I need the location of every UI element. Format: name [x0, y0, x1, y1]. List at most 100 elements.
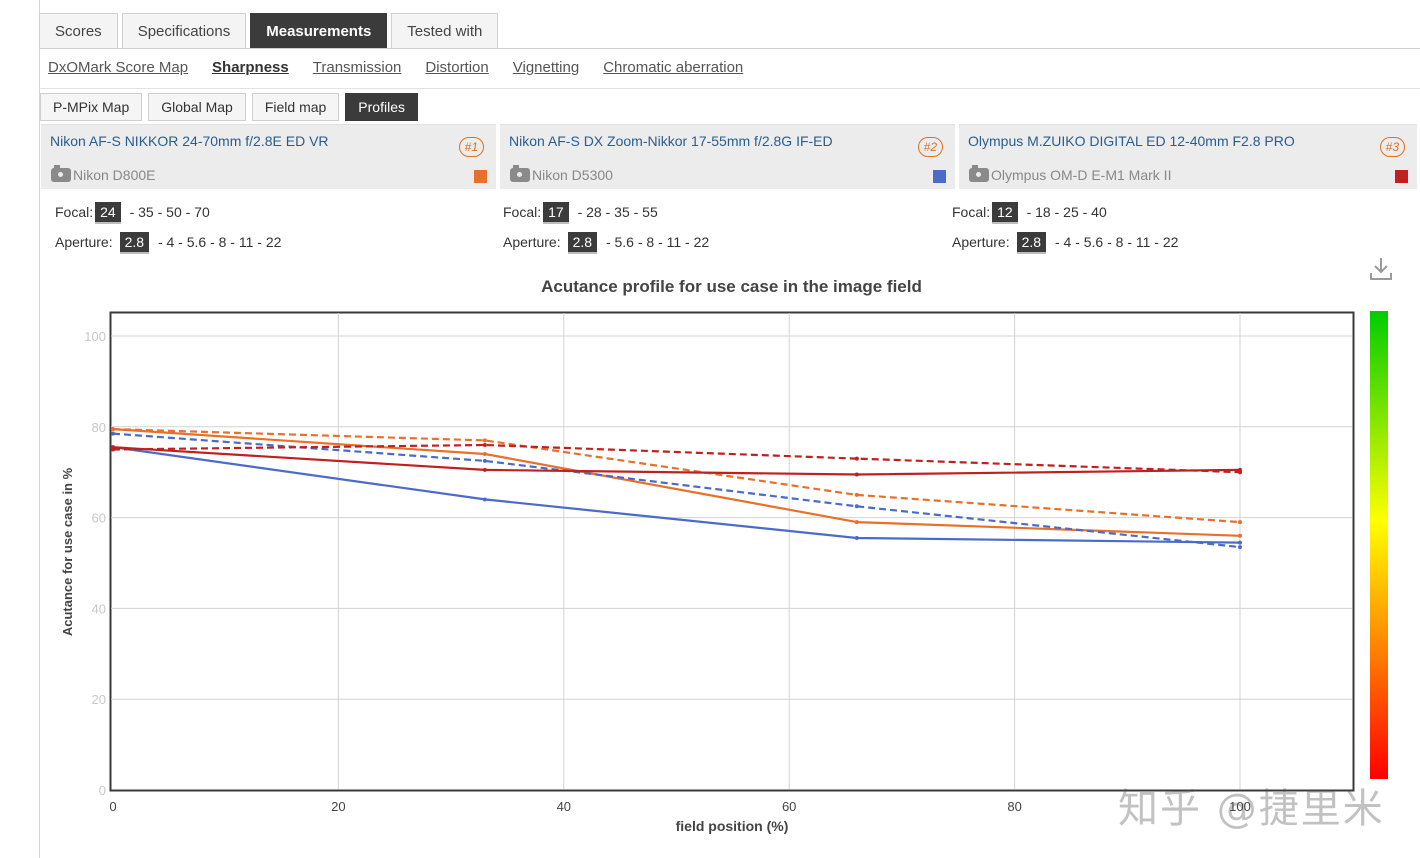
- data-point: [111, 431, 115, 436]
- focal-selector-1: Focal: 24 - 35 - 50 - 70: [55, 202, 210, 222]
- focal-label: Focal:: [952, 204, 991, 220]
- aperture-selector-3: Aperture: 2.8 - 4 - 5.6 - 8 - 11 - 22: [952, 232, 1178, 252]
- x-tick-label: 0: [109, 799, 116, 814]
- color-scale-bar: [1370, 311, 1388, 779]
- camera-icon: [969, 165, 989, 182]
- tab-field-map[interactable]: Field map: [251, 93, 340, 121]
- tab-profiles[interactable]: Profiles: [345, 93, 418, 121]
- data-point: [1238, 520, 1242, 525]
- tab-global-map[interactable]: Global Map: [148, 93, 246, 121]
- watermark: 知乎 @捷里米: [1118, 786, 1385, 832]
- data-point: [854, 456, 859, 461]
- focal-options[interactable]: - 35 - 50 - 70: [125, 204, 210, 220]
- x-tick-label: 80: [1007, 799, 1021, 814]
- series-color-swatch: [933, 170, 946, 183]
- tab-measurements[interactable]: Measurements: [250, 13, 388, 49]
- x-tick-label: 40: [557, 799, 571, 814]
- x-tick-label: 100: [1229, 799, 1251, 814]
- rank-badge: #1: [458, 137, 484, 157]
- camera-icon: [51, 165, 71, 182]
- focal-selected[interactable]: 17: [543, 202, 569, 222]
- focal-options[interactable]: - 28 - 35 - 55: [573, 204, 658, 220]
- download-icon[interactable]: [1369, 256, 1393, 282]
- series-line-2: [112, 428, 1241, 524]
- camera-label: Nikon D5300: [510, 165, 613, 183]
- series-color-swatch: [474, 170, 487, 183]
- x-tick-label: 60: [782, 799, 796, 814]
- camera-name: Nikon D5300: [532, 167, 613, 183]
- subnav-dxomark-score-map[interactable]: DxOMark Score Map: [48, 59, 189, 76]
- chart-grid: [111, 313, 1352, 789]
- data-point: [482, 452, 487, 457]
- view-tabs: P-MPix Map Global Map Field map Profiles: [40, 93, 424, 121]
- camera-label: Nikon D800E: [51, 165, 156, 183]
- chart-title: Acutance profile for use case in the ima…: [541, 277, 922, 296]
- data-point: [1238, 533, 1242, 538]
- focal-selected[interactable]: 24: [95, 202, 121, 222]
- data-point: [1238, 540, 1242, 545]
- data-point: [482, 438, 487, 443]
- series-color-swatch: [1395, 170, 1408, 183]
- subnav-distortion[interactable]: Distortion: [425, 59, 489, 76]
- lens-name[interactable]: Olympus M.ZUIKO DIGITAL ED 12-40mm F2.8 …: [968, 133, 1295, 149]
- subnav-transmission[interactable]: Transmission: [312, 59, 402, 76]
- aperture-selected[interactable]: 2.8: [119, 232, 150, 252]
- data-point: [482, 497, 487, 502]
- camera-icon: [510, 165, 530, 182]
- focal-selector-3: Focal: 12 - 18 - 25 - 40: [952, 202, 1107, 222]
- tab-specifications[interactable]: Specifications: [121, 13, 247, 49]
- aperture-options[interactable]: - 4 - 5.6 - 8 - 11 - 22: [154, 234, 282, 250]
- lens-name[interactable]: Nikon AF-S DX Zoom-Nikkor 17-55mm f/2.8G…: [509, 133, 833, 149]
- data-point: [1238, 470, 1242, 475]
- series-line-1: [112, 428, 1241, 537]
- y-tick-label: 100: [84, 329, 106, 344]
- y-tick-label: 60: [92, 511, 106, 526]
- x-axis-label: field position (%): [676, 818, 789, 834]
- subnav-sharpness[interactable]: Sharpness: [212, 59, 289, 76]
- data-point: [111, 427, 115, 432]
- rank-badge: #3: [1379, 137, 1405, 157]
- y-tick-label: 20: [92, 692, 106, 707]
- chart-series: [111, 427, 1242, 550]
- y-tick-label: 40: [92, 601, 106, 616]
- data-point: [1238, 545, 1242, 550]
- tab-tested-with[interactable]: Tested with: [391, 13, 499, 49]
- aperture-label: Aperture:: [55, 234, 113, 250]
- data-point: [111, 447, 115, 452]
- aperture-selected[interactable]: 2.8: [1016, 232, 1047, 252]
- aperture-selected[interactable]: 2.8: [567, 232, 598, 252]
- focal-selector-2: Focal: 17 - 28 - 35 - 55: [503, 202, 658, 222]
- chart-ticks: 0 20 40 60 80 100 0 20 40 60 80 100: [84, 329, 1251, 814]
- subnav-vignetting[interactable]: Vignetting: [512, 59, 580, 76]
- series-line-3: [112, 446, 1241, 544]
- data-point: [854, 520, 859, 525]
- lens-name[interactable]: Nikon AF-S NIKKOR 24-70mm f/2.8E ED VR: [50, 133, 329, 149]
- lens-card-1: Nikon AF-S NIKKOR 24-70mm f/2.8E ED VR #…: [41, 124, 496, 189]
- lens-card-3: Olympus M.ZUIKO DIGITAL ED 12-40mm F2.8 …: [959, 124, 1417, 189]
- measurement-subnav: DxOMark Score Map Sharpness Transmission…: [48, 59, 767, 76]
- data-point: [482, 467, 487, 472]
- data-point: [854, 504, 859, 509]
- aperture-selector-2: Aperture: 2.8 - 5.6 - 8 - 11 - 22: [503, 232, 709, 252]
- aperture-selector-1: Aperture: 2.8 - 4 - 5.6 - 8 - 11 - 22: [55, 232, 281, 252]
- main-tabs: Scores Specifications Measurements Teste…: [39, 13, 502, 49]
- focal-label: Focal:: [503, 204, 542, 220]
- data-point: [482, 442, 487, 447]
- aperture-options[interactable]: - 5.6 - 8 - 11 - 22: [602, 234, 710, 250]
- y-tick-label: 0: [99, 783, 106, 798]
- series-line-5: [112, 446, 1241, 476]
- focal-options[interactable]: - 18 - 25 - 40: [1022, 204, 1107, 220]
- data-point: [482, 458, 487, 463]
- subnav-chromatic-aberration[interactable]: Chromatic aberration: [603, 59, 744, 76]
- tab-p-mpix-map[interactable]: P-MPix Map: [40, 93, 143, 121]
- plot-area: [109, 311, 1355, 792]
- aperture-options[interactable]: - 4 - 5.6 - 8 - 11 - 22: [1051, 234, 1179, 250]
- focal-selected[interactable]: 12: [992, 202, 1018, 222]
- tabs-divider: [39, 48, 1420, 49]
- rank-badge: #2: [917, 137, 943, 157]
- data-point: [854, 492, 859, 497]
- tab-scores[interactable]: Scores: [39, 13, 118, 49]
- y-axis-label: Acutance for use case in %: [60, 467, 75, 636]
- aperture-label: Aperture:: [952, 234, 1010, 250]
